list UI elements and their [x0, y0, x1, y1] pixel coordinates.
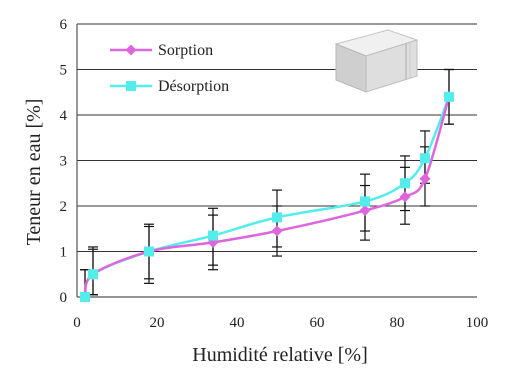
- point-desorption-0: [80, 292, 90, 302]
- x-tick-40: 40: [230, 315, 245, 331]
- point-desorption-5: [360, 196, 370, 207]
- point-sorption-4: [271, 225, 283, 237]
- y-tick-1: 1: [60, 245, 68, 261]
- point-desorption-2: [144, 246, 154, 257]
- y-tick-labels: 0 1 2 3 4 5 6: [60, 17, 68, 306]
- point-desorption-6: [400, 178, 410, 189]
- y-tick-5: 5: [60, 63, 68, 79]
- legend: Sorption Désorption: [110, 42, 229, 95]
- point-desorption-8: [444, 91, 454, 102]
- y-tick-0: 0: [60, 290, 68, 306]
- x-tick-0: 0: [73, 315, 81, 331]
- x-tick-20: 20: [150, 315, 165, 331]
- legend-sorption-label: Sorption: [158, 42, 213, 59]
- point-sorption-7: [419, 173, 431, 185]
- x-tick-80: 80: [390, 315, 405, 331]
- x-tick-labels: 0 20 40 60 80 100: [73, 315, 488, 331]
- series-markers: [79, 91, 455, 303]
- point-desorption-4: [272, 212, 282, 223]
- plot-area-border: [76, 24, 477, 298]
- concrete-block-icon: [334, 29, 419, 93]
- point-sorption-5: [359, 205, 371, 217]
- x-axis-title: Humidité relative [%]: [192, 344, 368, 366]
- y-tick-4: 4: [60, 108, 68, 124]
- y-tick-3: 3: [60, 154, 68, 170]
- legend-sorption-marker: [125, 44, 137, 56]
- x-tick-100: 100: [466, 315, 489, 331]
- point-desorption-3: [208, 230, 218, 241]
- legend-desorption-label: Désorption: [158, 78, 229, 95]
- point-sorption-6: [399, 191, 411, 203]
- legend-desorption-marker: [126, 81, 136, 91]
- x-tick-60: 60: [310, 315, 325, 331]
- y-tick-2: 2: [60, 199, 68, 215]
- y-tick-6: 6: [60, 17, 68, 33]
- point-desorption-7: [420, 153, 430, 164]
- y-axis-title: Teneur en eau [%]: [23, 99, 45, 246]
- point-desorption-1: [88, 269, 98, 280]
